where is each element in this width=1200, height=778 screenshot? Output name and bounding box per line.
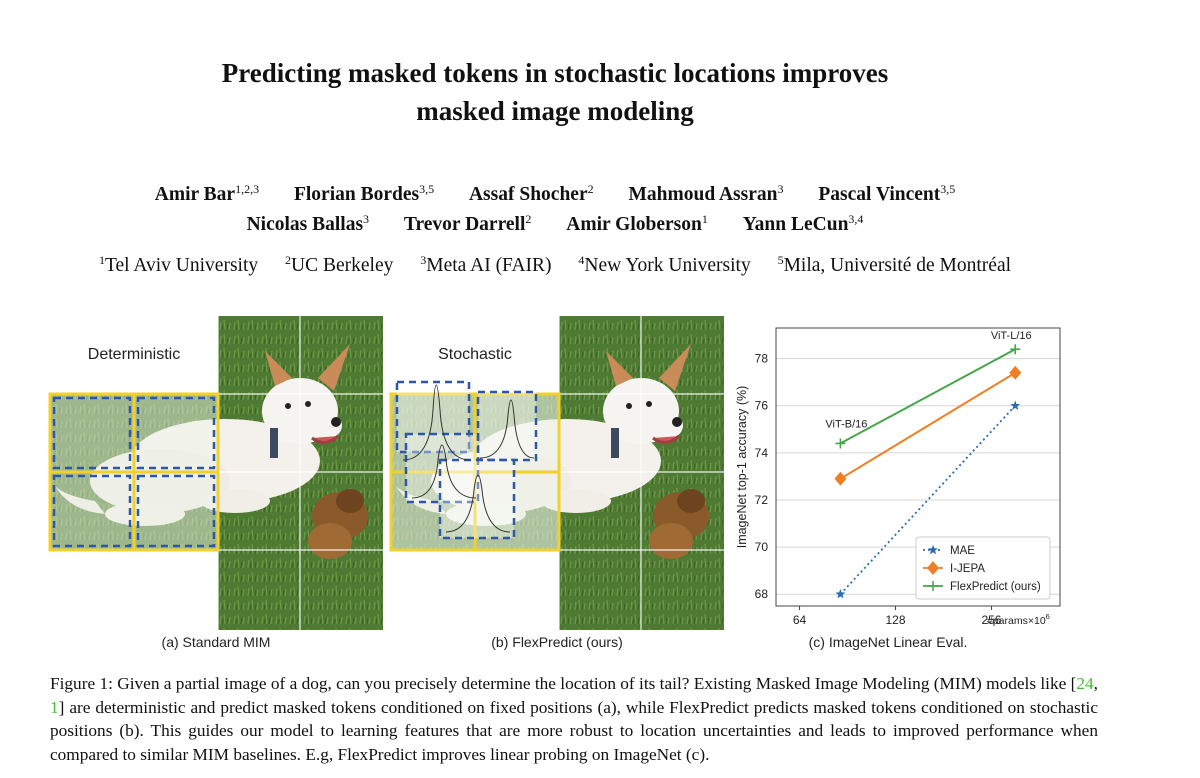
figure-caption: Figure 1: Given a partial image of a dog… xyxy=(50,674,1098,764)
author: Pascal Vincent3,5 xyxy=(818,182,956,205)
panel-b-flexpredict: Stochastic (b) FlexPredict (ours) xyxy=(389,316,724,650)
series-point xyxy=(834,471,847,486)
affiliation: 2UC Berkeley xyxy=(285,253,394,276)
caption-label: Figure 1: xyxy=(50,674,113,693)
author-row-2: Nicolas Ballas3 Trevor Darrell2 Amir Glo… xyxy=(0,210,1110,240)
series-point xyxy=(1010,344,1021,355)
series-mae xyxy=(835,400,1021,599)
series-point xyxy=(835,589,846,599)
author-list: Amir Bar1,2,3 Florian Bordes3,5 Assaf Sh… xyxy=(0,180,1110,240)
paper-title: Predicting masked tokens in stochastic l… xyxy=(0,54,1110,130)
series-point xyxy=(1010,400,1021,410)
panel-b-label: Stochastic xyxy=(438,346,512,363)
series-line xyxy=(839,348,1016,445)
chart-y-axis-label: ImageNet top-1 accuracy (%) xyxy=(735,386,749,549)
annotation-label: ViT-L/16 xyxy=(991,330,1032,342)
author-row-1: Amir Bar1,2,3 Florian Bordes3,5 Assaf Sh… xyxy=(0,180,1110,210)
panel-c-chart: 68 70 72 74 76 78 64 128 256 ViT-B/16 ViT-L/16 I… xyxy=(735,327,1061,650)
panel-a-caption: (a) Standard MIM xyxy=(162,634,271,650)
author: Trevor Darrell2 xyxy=(403,212,532,235)
y-tick-label: 68 xyxy=(755,587,769,601)
affiliation: 5Mila, Université de Montréal xyxy=(777,253,1012,276)
series-point xyxy=(1009,365,1022,380)
series-point xyxy=(928,544,938,555)
chart-y-ticks: 68 70 72 74 76 78 xyxy=(755,352,769,602)
y-tick-label: 78 xyxy=(755,352,769,366)
series-i-jepa xyxy=(834,365,1022,486)
affiliation: 1Tel Aviv University xyxy=(98,253,259,276)
chart-legend: MAE I-JEPA FlexPredict (ours) xyxy=(915,536,1051,600)
author: Amir Globerson1 xyxy=(566,212,708,235)
figure-1: Deterministic (a) Standard MIM xyxy=(48,316,1061,650)
title-line-1: Predicting masked tokens in stochastic l… xyxy=(221,58,889,88)
chart-annotations: ViT-B/16 ViT-L/16 xyxy=(825,330,1031,430)
y-tick-label: 72 xyxy=(755,493,769,507)
y-tick-label: 70 xyxy=(755,540,769,554)
legend-item: FlexPredict (ours) xyxy=(923,581,1041,593)
affiliation: 3Meta AI (FAIR) xyxy=(420,253,552,276)
panel-b-caption: (b) FlexPredict (ours) xyxy=(491,634,622,650)
caption-text: ] are deterministic and predict masked t… xyxy=(50,697,1098,764)
author: Mahmoud Assran3 xyxy=(628,182,784,205)
author: Florian Bordes3,5 xyxy=(293,182,435,205)
series-point xyxy=(927,561,939,575)
legend-label: FlexPredict (ours) xyxy=(950,581,1041,593)
caption-text: Given a partial image of a dog, can you … xyxy=(112,674,1077,693)
series-line xyxy=(839,371,1016,480)
author: Nicolas Ballas3 xyxy=(246,212,370,235)
chart-frame xyxy=(775,327,1061,607)
y-tick-label: 76 xyxy=(755,399,769,413)
chart-x-ticks: 64 128 256 xyxy=(793,606,1002,627)
citation-link[interactable]: 1 xyxy=(50,697,59,717)
author: Assaf Shocher2 xyxy=(468,182,594,205)
chart-series xyxy=(834,344,1022,599)
legend-item: MAE xyxy=(923,544,975,557)
series-point xyxy=(928,581,938,591)
author: Yann LeCun3,4 xyxy=(742,212,864,235)
x-tick-label: 256 xyxy=(981,613,1001,627)
chart-x-axis-label: #params×106 xyxy=(987,612,1050,627)
x-tick-label: 128 xyxy=(885,613,905,627)
affiliation: 4New York University xyxy=(578,253,751,276)
panel-c-caption: (c) ImageNet Linear Eval. xyxy=(809,634,968,650)
series-point xyxy=(835,438,846,449)
citation-link[interactable]: 24 xyxy=(1076,674,1094,693)
series-flexpredict-ours xyxy=(835,344,1021,449)
panel-a-standard-mim: Deterministic (a) Standard MIM xyxy=(48,316,383,650)
legend-label: I-JEPA xyxy=(950,563,985,575)
x-tick-label: 64 xyxy=(793,613,807,627)
panel-a-label: Deterministic xyxy=(88,346,180,363)
affiliation-list: 1Tel Aviv University 2UC Berkeley 3Meta … xyxy=(0,252,1110,280)
title-line-2: masked image modeling xyxy=(416,96,694,126)
legend-item: I-JEPA xyxy=(923,561,985,575)
author: Amir Bar1,2,3 xyxy=(154,182,260,205)
y-tick-label: 74 xyxy=(755,446,769,460)
annotation-label: ViT-B/16 xyxy=(825,418,867,430)
legend-label: MAE xyxy=(950,545,975,557)
